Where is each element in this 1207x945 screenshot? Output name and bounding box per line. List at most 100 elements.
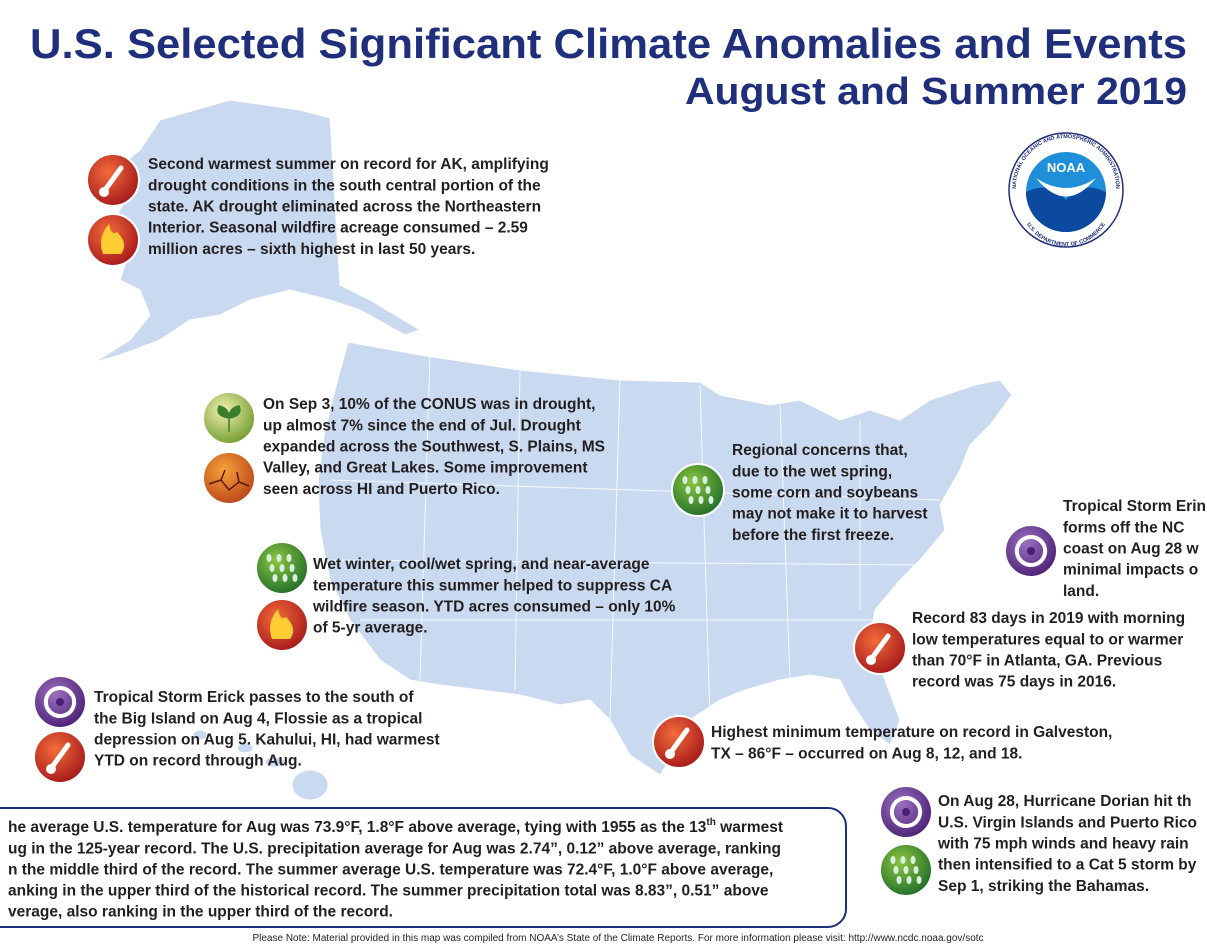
raindrop xyxy=(906,876,912,884)
callout-line: YTD on record through Aug. xyxy=(94,753,302,770)
callout-line: TX – 86°F – occurred on Aug 8, 12, and 1… xyxy=(711,745,1022,762)
raindrop xyxy=(282,574,288,582)
thermometer-bulb xyxy=(866,655,876,665)
raindrop xyxy=(890,856,896,864)
hawaii xyxy=(192,729,208,741)
raindrop xyxy=(269,564,275,572)
raindrop xyxy=(276,554,282,562)
raindrop xyxy=(702,476,708,484)
callout-line: expanded across the Southwest, S. Plains… xyxy=(263,438,605,455)
thermometer-bulb xyxy=(46,764,56,774)
callout-line: Highest minimum temperature on record in… xyxy=(711,724,1112,741)
callout-line: before the first freeze. xyxy=(732,527,894,544)
callout-line: low temperatures equal to or warmer xyxy=(912,631,1183,648)
summary-line: n the middle third of the record. The su… xyxy=(8,862,773,879)
sprout xyxy=(217,405,241,432)
raindrop xyxy=(289,564,295,572)
noaa-logo: NOAA NATIONAL OCEANIC AND ATMOSPHERIC AD… xyxy=(1008,132,1124,248)
callout-line: million acres – sixth highest in last 50… xyxy=(148,241,475,258)
icon-crack xyxy=(202,451,256,505)
raindrop xyxy=(685,486,691,494)
callout-line: the Big Island on Aug 4, Flossie as a tr… xyxy=(94,710,422,727)
superscript: th xyxy=(706,817,715,828)
hurricane xyxy=(43,685,77,719)
cracks xyxy=(208,469,250,492)
summary-line: anking in the upper third of the histori… xyxy=(8,883,769,900)
raindrop xyxy=(682,476,688,484)
callout-line: record was 75 days in 2016. xyxy=(912,674,1116,691)
thermometer-bulb xyxy=(665,749,675,759)
raindrop xyxy=(900,856,906,864)
icon-fire xyxy=(86,213,140,267)
icon-heat xyxy=(853,621,907,675)
thermometer xyxy=(102,165,124,193)
callout-line: land. xyxy=(1063,583,1099,600)
raindrop xyxy=(903,866,909,874)
callout-line: U.S. Virgin Islands and Puerto Rico xyxy=(938,814,1197,831)
footnote: Please Note: Material provided in this m… xyxy=(252,933,983,944)
icon-storm xyxy=(879,785,933,839)
callout-line: up almost 7% since the end of Jul. Droug… xyxy=(263,417,581,434)
raindrop xyxy=(705,486,711,494)
raindrop xyxy=(286,554,292,562)
callout-line: some corn and soybeans xyxy=(732,484,918,501)
raindrop xyxy=(695,486,701,494)
icon-heat xyxy=(86,153,140,207)
thermometer xyxy=(668,727,690,755)
icon-storm xyxy=(1004,524,1058,578)
callout-line: coast on Aug 28 w xyxy=(1063,540,1199,557)
summary-line: ug in the 125-year record. The U.S. prec… xyxy=(8,841,781,858)
flame xyxy=(101,224,125,254)
thermometer xyxy=(49,742,71,770)
hurricane-eye xyxy=(902,808,910,816)
callout-line: seen across HI and Puerto Rico. xyxy=(263,481,500,498)
logo-name: NOAA xyxy=(1047,160,1086,175)
callout-line: of 5-yr average. xyxy=(313,620,428,637)
hurricane xyxy=(1014,534,1048,568)
raindrop xyxy=(916,876,922,884)
summary-text: he average U.S. temperature for Aug was … xyxy=(8,819,707,836)
raindrop xyxy=(910,856,916,864)
raindrop xyxy=(893,866,899,874)
subtitle: August and Summer 2019 xyxy=(685,71,1187,113)
callout-line: On Aug 28, Hurricane Dorian hit th xyxy=(938,793,1191,810)
hurricane xyxy=(889,795,923,829)
callout-line: depression on Aug 5. Kahului, HI, had wa… xyxy=(94,731,440,748)
icon-wet xyxy=(671,463,725,517)
callout-line: Wet winter, cool/wet spring, and near-av… xyxy=(313,556,650,573)
icon-circle xyxy=(202,451,256,505)
callout-line: may not make it to harvest xyxy=(732,506,928,523)
raindrop xyxy=(913,866,919,874)
hawaii xyxy=(264,756,286,768)
callout-line: than 70°F in Atlanta, GA. Previous xyxy=(912,652,1162,669)
state-borders xyxy=(319,354,941,721)
callout-line: drought conditions in the south central … xyxy=(148,177,541,194)
callout-line: Valley, and Great Lakes. Some improvemen… xyxy=(263,460,588,477)
icon-wet xyxy=(255,541,309,595)
raindrop xyxy=(708,496,714,504)
icon-heat xyxy=(33,730,87,784)
raindrop xyxy=(272,574,278,582)
conus xyxy=(317,341,1013,776)
raindrop xyxy=(692,476,698,484)
hawaii xyxy=(236,742,254,754)
hawaii xyxy=(291,769,329,801)
hurricane-eye xyxy=(1027,547,1035,555)
icon-fire xyxy=(255,598,309,652)
callout-line: On Sep 3, 10% of the CONUS was in drough… xyxy=(263,396,595,413)
callout-line: Interior. Seasonal wildfire acreage cons… xyxy=(148,220,528,237)
thermometer xyxy=(869,633,891,661)
icon-storm xyxy=(33,675,87,729)
raindrop xyxy=(279,564,285,572)
callout-line: wildfire season. YTD acres consumed – on… xyxy=(312,598,676,615)
thermometer-bulb xyxy=(99,187,109,197)
hurricane-eye xyxy=(56,698,64,706)
callout-line: then intensified to a Cat 5 storm by xyxy=(938,857,1197,874)
icon-wet xyxy=(879,843,933,897)
callout-line: Sep 1, striking the Bahamas. xyxy=(938,878,1149,895)
callout-line: Second warmest summer on record for AK, … xyxy=(148,156,549,173)
callout-line: Regional concerns that, xyxy=(732,442,908,459)
flame xyxy=(270,609,294,639)
callout-line: with 75 mph winds and heavy rain xyxy=(937,835,1189,852)
